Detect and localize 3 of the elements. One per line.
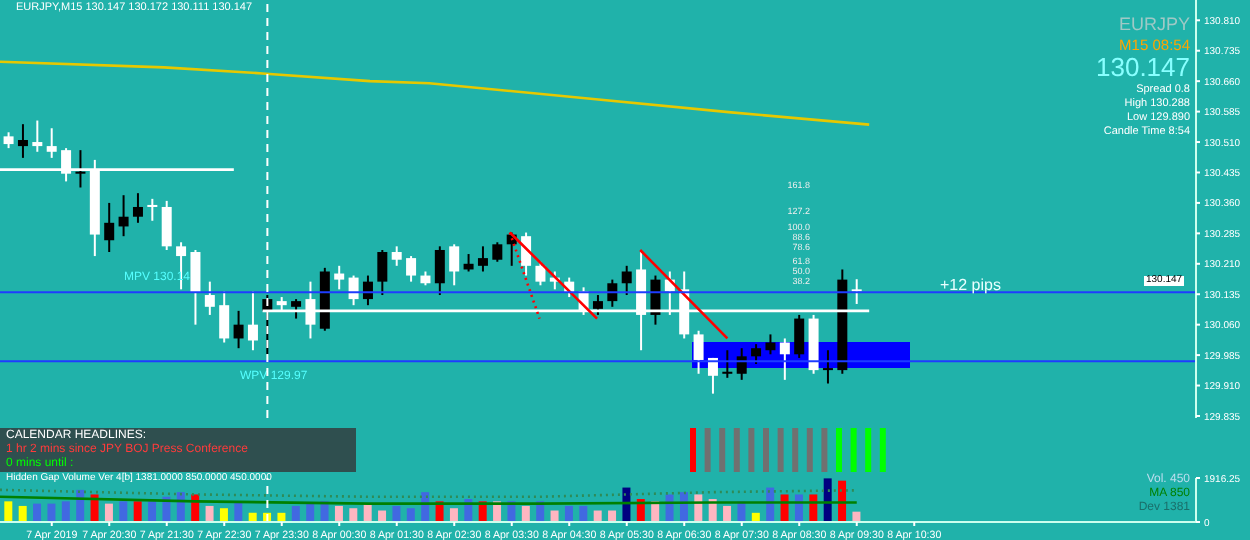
annotation: +12 pips — [940, 276, 1001, 294]
annotation: EURJPY — [1118, 14, 1190, 34]
annotation: 130.147 — [1096, 52, 1190, 82]
